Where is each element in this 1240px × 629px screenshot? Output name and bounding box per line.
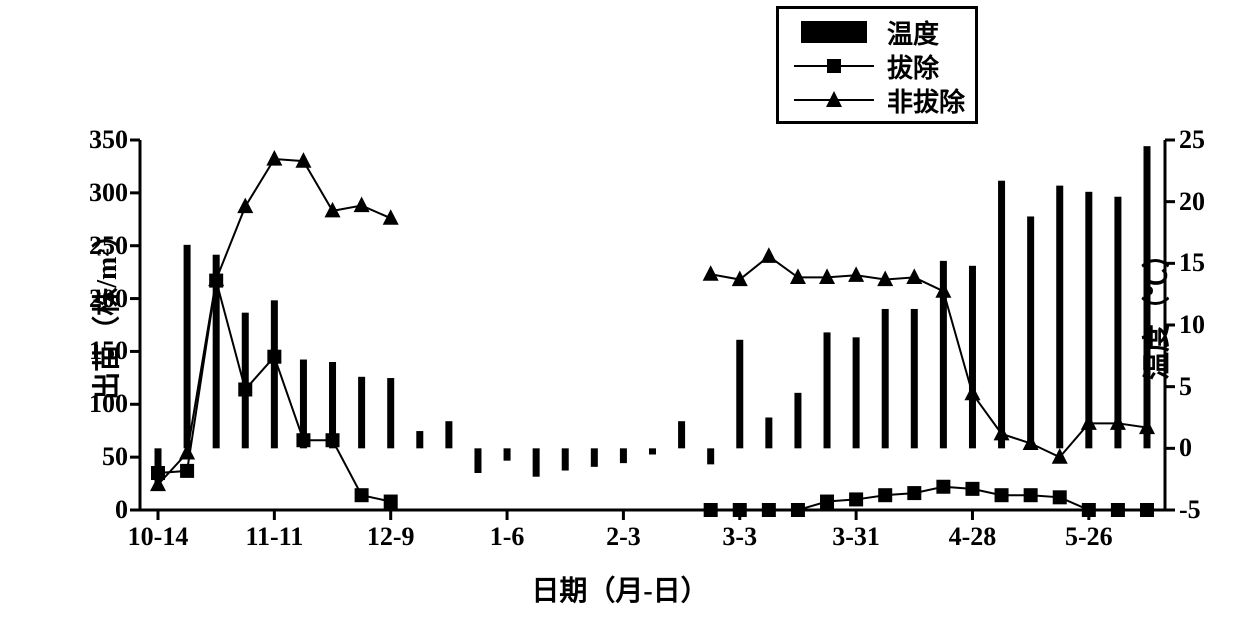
x-axis-label: 日期（月-日）	[0, 569, 1240, 609]
y-right-tick: 25	[1179, 125, 1229, 155]
x-tick: 12-9	[367, 522, 415, 552]
y-left-tick: 300	[68, 178, 128, 208]
legend-item-triangle: 非拔除	[789, 83, 965, 117]
x-tick: 2-3	[606, 522, 641, 552]
y-right-tick: -5	[1179, 495, 1229, 525]
square-legend-icon	[789, 51, 879, 81]
y-left-tick: 350	[68, 125, 128, 155]
y-right-tick: 10	[1179, 310, 1229, 340]
y-right-tick: 20	[1179, 187, 1229, 217]
y-left-tick: 150	[68, 336, 128, 366]
chart-root: 出苗（株/m²） 温度（℃） 日期（月-日） 温度 拔除	[0, 0, 1240, 629]
x-tick: 1-6	[490, 522, 525, 552]
x-tick: 5-26	[1065, 522, 1113, 552]
x-tick: 11-11	[245, 522, 303, 552]
y-left-tick: 100	[68, 389, 128, 419]
y-right-tick: 15	[1179, 248, 1229, 278]
legend-label-triangle: 非拔除	[887, 82, 965, 119]
x-tick: 3-3	[722, 522, 757, 552]
x-tick: 10-14	[128, 522, 189, 552]
x-tick: 4-28	[949, 522, 997, 552]
bar-legend-icon	[789, 17, 879, 47]
legend-box: 温度 拔除 非拔除	[776, 6, 978, 124]
y-right-axis-label: 温度（℃）	[1135, 240, 1175, 380]
legend-label-square: 拔除	[887, 48, 939, 85]
y-left-tick: 0	[68, 495, 128, 525]
x-tick: 3-31	[832, 522, 880, 552]
y-right-tick: 5	[1179, 372, 1229, 402]
y-left-tick: 250	[68, 231, 128, 261]
y-right-tick: 0	[1179, 433, 1229, 463]
y-left-tick: 50	[68, 442, 128, 472]
triangle-legend-icon	[789, 85, 879, 115]
legend-label-bar: 温度	[887, 14, 939, 51]
legend-item-square: 拔除	[789, 49, 965, 83]
y-left-tick: 200	[68, 284, 128, 314]
legend-item-bar: 温度	[789, 15, 965, 49]
